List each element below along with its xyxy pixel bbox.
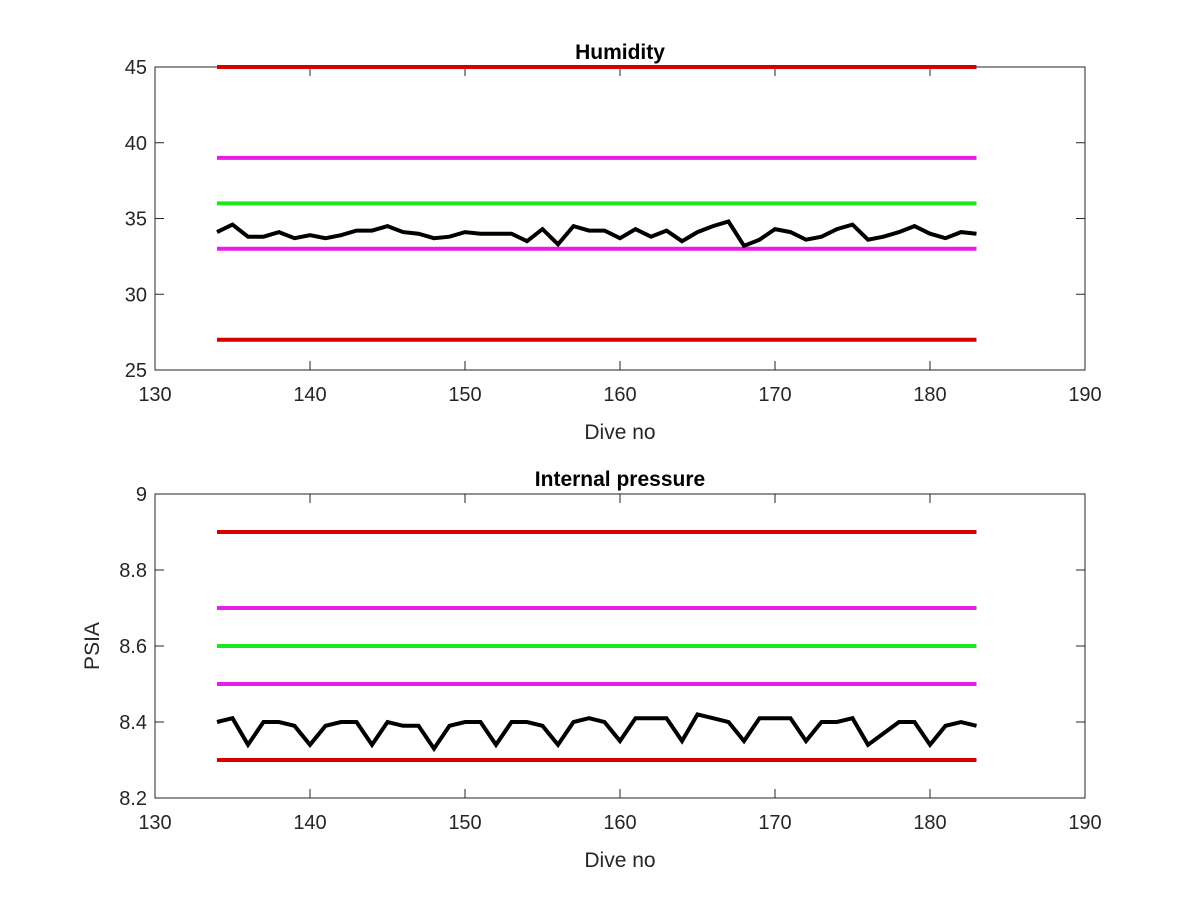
y-tick-label: 30 — [125, 284, 147, 306]
y-tick-label: 8.8 — [119, 560, 147, 582]
x-tick-label: 140 — [293, 384, 326, 406]
x-tick-label: 190 — [1068, 384, 1101, 406]
data-series-line — [216, 712, 977, 753]
x-tick-label: 140 — [293, 812, 326, 834]
x-tick-label: 150 — [448, 812, 481, 834]
y-tick-label: 40 — [125, 133, 147, 155]
plots: 130 140 150 160 170 180 190 25 30 35 40 45 Humidity D… — [81, 41, 1102, 872]
y-tick-label: 25 — [125, 360, 147, 382]
x-tick-label: 160 — [603, 384, 636, 406]
y-tick-label: 35 — [125, 209, 147, 231]
x-tick-label: 190 — [1068, 812, 1101, 834]
x-tick-label: 130 — [138, 812, 171, 834]
x-tick-label: 150 — [448, 384, 481, 406]
x-tick-label: 130 — [138, 384, 171, 406]
y-tick-label: 8.2 — [119, 788, 147, 810]
data-series-line — [216, 219, 977, 249]
x-tick-label: 180 — [913, 384, 946, 406]
x-axis-label: Dive no — [584, 421, 655, 444]
x-tick-label: 160 — [603, 812, 636, 834]
y-tick-label: 45 — [125, 57, 147, 79]
chart-title: Internal pressure — [535, 468, 705, 491]
x-axis-label: Dive no — [584, 849, 655, 872]
subplot-2: 130 140 150 160 170 180 190 8.2 8.4 8.6 8.8 9 Intern… — [81, 468, 1102, 872]
x-tick-label: 170 — [758, 812, 791, 834]
y-tick-label: 8.6 — [119, 636, 147, 658]
axes-box — [154, 66, 1086, 371]
subplot-1: 130 140 150 160 170 180 190 25 30 35 40 45 Humidity D… — [125, 41, 1102, 444]
y-tick-label: 9 — [136, 484, 147, 506]
y-axis-label: PSIA — [81, 622, 104, 670]
x-tick-label: 180 — [913, 812, 946, 834]
chart-title: Humidity — [575, 41, 665, 64]
y-tick-label: 8.4 — [119, 712, 147, 734]
x-tick-label: 170 — [758, 384, 791, 406]
